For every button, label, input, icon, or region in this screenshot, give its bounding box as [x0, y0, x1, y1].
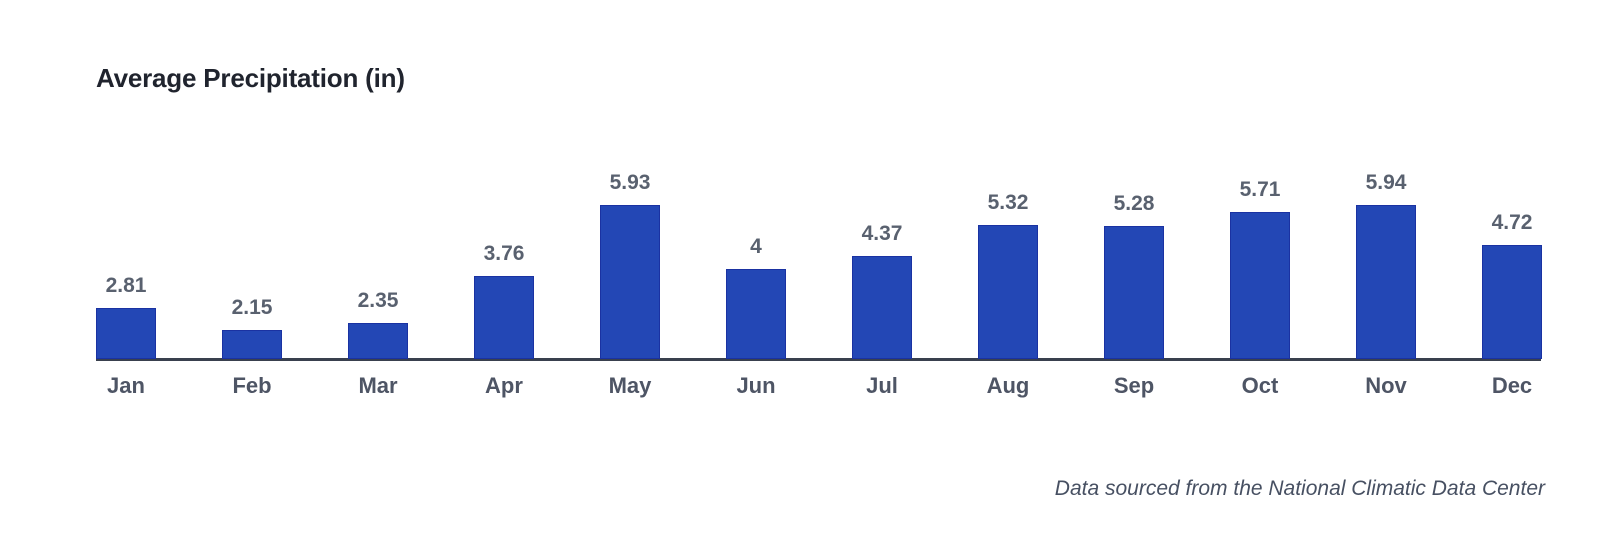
bar [348, 323, 408, 359]
x-axis-tick-label: Nov [1365, 373, 1407, 398]
bar-value-label: 5.93 [609, 171, 651, 194]
bar [852, 256, 912, 359]
bar-value-label: 2.81 [105, 274, 147, 297]
x-axis-tick-label: Aug [986, 373, 1030, 398]
bar [222, 330, 282, 359]
x-axis-tick-label: Sep [1113, 373, 1155, 398]
x-axis-tick-label: Oct [1241, 373, 1279, 398]
bar [1230, 212, 1290, 359]
bar-value-label: 4.72 [1491, 211, 1533, 234]
bar-value-label: 2.35 [357, 289, 399, 312]
bar [96, 308, 156, 359]
data-source-note: Data sourced from the National Climatic … [1054, 477, 1545, 500]
bar-value-label: 4.37 [861, 222, 903, 245]
bar [726, 269, 786, 359]
x-axis-tick-label: Feb [232, 373, 272, 398]
x-axis-line [96, 358, 1541, 361]
bar-value-label: 5.71 [1239, 178, 1281, 201]
bar [1482, 245, 1542, 359]
bar-value-label: 3.76 [483, 242, 525, 265]
bar [1104, 226, 1164, 359]
bar-value-label: 5.32 [987, 191, 1029, 214]
x-axis-tick-label: May [608, 373, 652, 398]
x-axis-tick-label: Dec [1491, 373, 1533, 398]
x-axis-tick-label: Jun [736, 373, 776, 398]
bar [1356, 205, 1416, 359]
bar [474, 276, 534, 359]
bar-value-label: 4 [750, 235, 762, 258]
x-axis-tick-label: Jul [866, 373, 898, 398]
bar-value-label: 2.15 [231, 296, 273, 319]
x-axis-tick-label: Mar [358, 373, 398, 398]
bar [978, 225, 1038, 359]
x-axis-tick-label: Jan [107, 373, 145, 398]
bar [600, 205, 660, 359]
bar-value-label: 5.28 [1113, 192, 1155, 215]
x-axis-tick-label: Apr [485, 373, 523, 398]
bar-value-label: 5.94 [1365, 171, 1407, 194]
chart-title: Average Precipitation (in) [96, 63, 405, 93]
